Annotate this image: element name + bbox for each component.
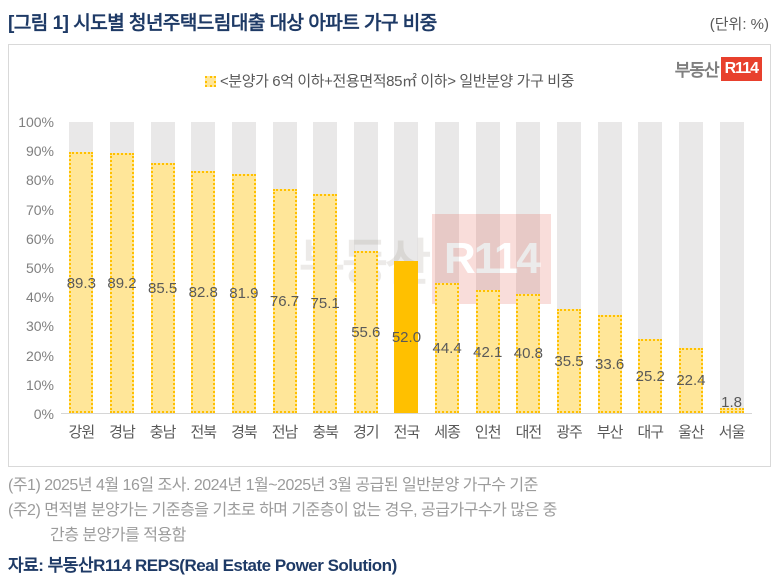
bar-부산 xyxy=(597,314,622,413)
y-tick-label: 20% xyxy=(25,347,54,364)
bar-경남 xyxy=(109,152,134,413)
x-label-광주: 광주 xyxy=(556,424,583,441)
bar-track xyxy=(719,122,744,413)
bar-group-대구: 25.2 xyxy=(630,122,671,413)
source-line: 자료: 부동산R114 REPS(Real Estate Power Solut… xyxy=(8,556,397,575)
plot-area: 100%90%80%70%60%50%40%30%20%10%0% 부동산 R1… xyxy=(18,114,752,422)
bar-group-강원: 89.3 xyxy=(61,122,102,413)
chart-legend: <분양가 6억 이하+전용면적85㎡ 이하> 일반분양 가구 비중 xyxy=(9,70,770,91)
x-label-인천: 인천 xyxy=(474,424,502,441)
bar-group-서울: 1.8 xyxy=(711,122,752,413)
bar-인천 xyxy=(475,290,500,413)
y-tick-label: 70% xyxy=(25,201,54,218)
bar-강원 xyxy=(69,152,94,413)
x-label-전북: 전북 xyxy=(190,424,217,441)
y-tick-label: 0% xyxy=(33,406,54,422)
bar-group-인천: 42.1 xyxy=(467,122,508,413)
x-label-충북: 충북 xyxy=(312,424,339,441)
header: [그림 1] 시도별 청년주택드림대출 대상 아파트 가구 비중 (단위: %) xyxy=(8,8,771,35)
x-label-경기: 경기 xyxy=(353,424,380,441)
bar-value-label: 40.8 xyxy=(513,345,543,363)
logo-badge: R114 xyxy=(720,56,762,81)
bar-value-label: 89.2 xyxy=(107,274,137,292)
bar-value-label: 35.5 xyxy=(554,353,584,371)
r114-logo: 부동산 R114 xyxy=(675,56,762,81)
logo-text: 부동산 xyxy=(674,61,720,80)
bar-group-전북: 82.8 xyxy=(183,122,224,413)
y-tick-label: 100% xyxy=(18,114,54,130)
bar-대전 xyxy=(516,293,541,413)
bar-서울 xyxy=(719,407,744,413)
y-tick-label: 50% xyxy=(25,260,54,276)
bar-value-label: 76.7 xyxy=(269,293,300,311)
legend-swatch-icon xyxy=(204,76,216,87)
x-label-세종: 세종 xyxy=(434,424,461,441)
x-label-경남: 경남 xyxy=(109,424,136,441)
footnote-2-cont: 간층 분양가를 적용함 xyxy=(50,527,186,544)
footnote-2: (주2) 면적별 분양가는 기준층을 기초로 하며 기준층이 없는 경우, 공급… xyxy=(8,502,557,519)
y-tick-label: 80% xyxy=(25,172,54,189)
bar-충남 xyxy=(150,163,175,413)
bar-광주 xyxy=(557,309,581,413)
bar-value-label: 42.1 xyxy=(473,343,503,361)
bar-group-충북: 75.1 xyxy=(305,122,346,413)
bar-value-label: 81.9 xyxy=(229,285,259,303)
unit-label: (단위: %) xyxy=(709,16,769,33)
bar-value-label: 75.1 xyxy=(310,295,340,313)
bar-value-label: 1.8 xyxy=(721,394,742,411)
bar-value-label: 22.4 xyxy=(676,372,706,390)
y-tick-label: 60% xyxy=(25,230,54,247)
x-axis-labels: 강원 경남 충남 전북 경북 전남 충북 경기 전국 세종 인천 대전 광주 부산 대구 울산 서울 xyxy=(61,421,752,442)
bar-group-대전: 40.8 xyxy=(508,122,549,413)
bar-group-전국: 52.0 xyxy=(386,122,427,413)
bar-경북 xyxy=(231,173,256,413)
bar-충북 xyxy=(313,193,338,413)
bar-value-label: 89.3 xyxy=(66,274,96,292)
x-label-전남: 전남 xyxy=(271,424,299,441)
footnote-1: (주1) 2025년 4월 16일 조사. 2024년 1월~2025년 3월 … xyxy=(8,477,538,494)
y-tick-label: 40% xyxy=(25,289,54,306)
x-label-울산: 울산 xyxy=(678,424,705,441)
bar-전국 xyxy=(394,261,419,413)
x-label-강원: 강원 xyxy=(68,424,96,441)
bar-group-전남: 76.7 xyxy=(264,122,305,413)
bar-value-label: 55.6 xyxy=(351,323,381,341)
x-label-부산: 부산 xyxy=(596,424,624,441)
chart-panel: 부동산 R114 <분양가 6억 이하+전용면적85㎡ 이하> 일반분양 가구 … xyxy=(8,44,771,467)
bar-group-경남: 89.2 xyxy=(102,122,143,413)
bar-group-광주: 35.5 xyxy=(549,122,590,413)
bar-세종 xyxy=(435,283,460,413)
bar-울산 xyxy=(678,347,703,413)
bar-group-울산: 22.4 xyxy=(671,122,712,413)
bar-전북 xyxy=(191,171,216,413)
bar-대구 xyxy=(638,339,663,413)
bar-value-label: 52.0 xyxy=(391,329,422,347)
bar-value-label: 25.2 xyxy=(635,368,665,386)
x-label-대전: 대전 xyxy=(515,424,543,441)
x-label-충남: 충남 xyxy=(149,424,177,441)
bar-value-label: 85.5 xyxy=(147,280,178,298)
x-label-서울: 서울 xyxy=(718,424,746,441)
x-label-경북: 경북 xyxy=(231,424,258,441)
legend-label: <분양가 6억 이하+전용면적85㎡ 이하> 일반분양 가구 비중 xyxy=(219,73,575,90)
y-tick-label: 30% xyxy=(25,318,54,335)
bar-경기 xyxy=(353,250,378,413)
bar-group-부산: 33.6 xyxy=(589,122,630,413)
x-label-대구: 대구 xyxy=(637,424,664,441)
footnotes: (주1) 2025년 4월 16일 조사. 2024년 1월~2025년 3월 … xyxy=(8,473,771,548)
bar-value-label: 82.8 xyxy=(188,284,218,302)
bar-전남 xyxy=(272,189,297,413)
bar-group-충남: 85.5 xyxy=(142,122,183,413)
x-label-전국: 전국 xyxy=(393,424,421,441)
bar-group-경기: 55.6 xyxy=(345,122,386,413)
bars-row: 89.3 89.2 85.5 82.8 81.9 76.7 75.1 55.6 52.0 44.4… xyxy=(61,122,752,413)
y-tick-label: 90% xyxy=(25,143,54,160)
bar-value-label: 44.4 xyxy=(432,340,462,358)
bar-group-경북: 81.9 xyxy=(224,122,265,413)
bar-value-label: 33.6 xyxy=(595,355,625,373)
figure-title: [그림 1] 시도별 청년주택드림대출 대상 아파트 가구 비중 xyxy=(8,13,437,34)
bar-group-세종: 44.4 xyxy=(427,122,468,413)
y-tick-label: 10% xyxy=(25,376,54,393)
